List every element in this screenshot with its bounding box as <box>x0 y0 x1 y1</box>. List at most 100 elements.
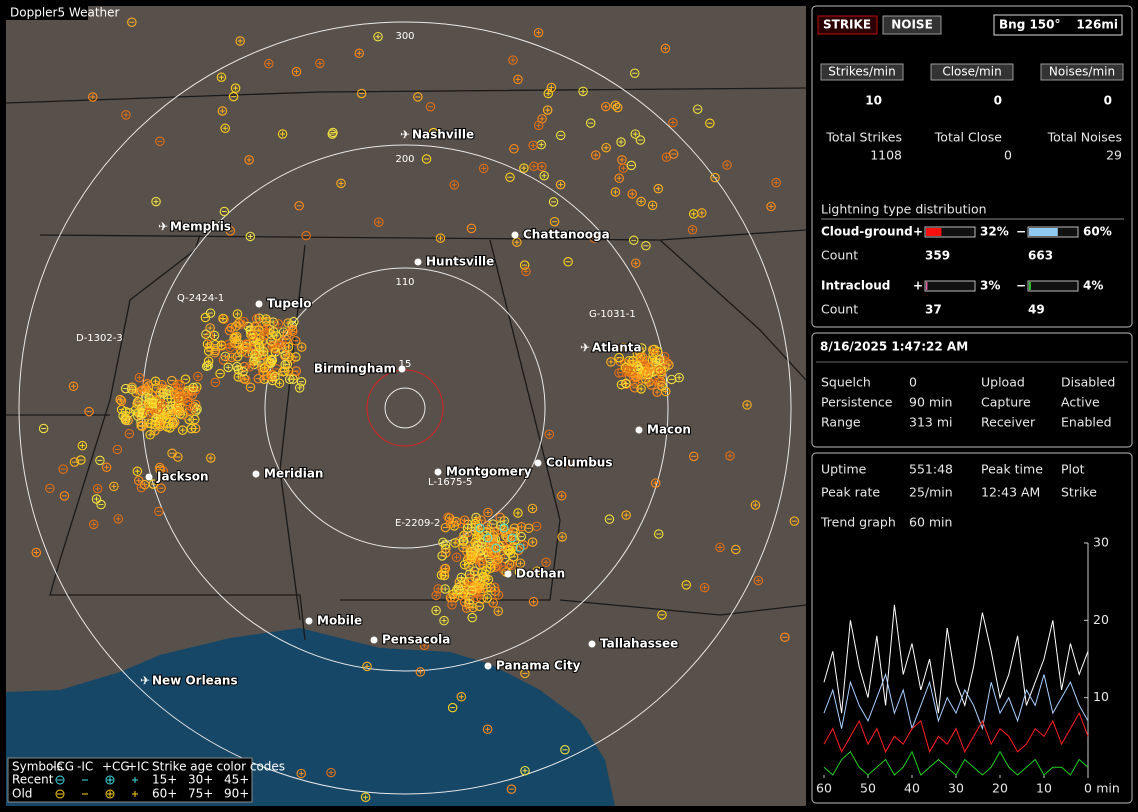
strike <box>59 491 70 501</box>
strike-sign <box>752 502 758 508</box>
strike <box>626 160 637 171</box>
city-dot <box>398 365 406 373</box>
strike <box>753 575 764 586</box>
strike <box>435 233 446 243</box>
strike <box>459 559 470 570</box>
strike-sign <box>465 525 471 531</box>
strike-sign <box>190 384 196 390</box>
strike-sign <box>247 233 253 239</box>
strike-sign <box>168 396 174 402</box>
legend-symbol <box>105 775 115 785</box>
strike-sign <box>440 539 446 545</box>
strike <box>520 668 530 679</box>
strike-sign <box>620 165 626 171</box>
strike-sign <box>657 357 663 363</box>
strike <box>184 400 195 411</box>
storm-id: L-1675-5 <box>428 477 472 488</box>
total-value: 1108 <box>870 148 902 163</box>
legend-row: Old <box>12 787 32 801</box>
y-tick-label: 20 <box>1093 612 1109 627</box>
strike-sign <box>188 426 194 432</box>
strike <box>88 92 98 102</box>
stat: Peak rate <box>821 485 880 500</box>
city-label: Macon <box>647 423 691 437</box>
strike-sign <box>225 364 231 370</box>
strike <box>537 161 547 172</box>
legend-col: -CG <box>52 760 74 774</box>
strike <box>291 66 302 77</box>
city-dot <box>414 258 422 266</box>
map-title: Doppler5 Weather <box>10 6 120 20</box>
strike <box>590 150 601 160</box>
strike <box>472 540 483 550</box>
strike-sign <box>541 173 547 179</box>
strike <box>468 602 478 613</box>
strike <box>219 314 229 325</box>
city-dot <box>370 636 378 644</box>
strike-sign <box>656 367 662 373</box>
city-dot <box>504 570 512 578</box>
strike <box>203 356 214 366</box>
sign: + <box>913 225 923 239</box>
strike <box>278 366 288 377</box>
strike <box>705 118 715 129</box>
legend-box <box>7 757 253 803</box>
strike-sign <box>485 509 491 515</box>
strike-sign <box>548 84 554 90</box>
strike <box>604 514 615 524</box>
count: 49 <box>1028 303 1045 317</box>
strike <box>482 593 492 603</box>
strike <box>132 466 143 477</box>
sign: − <box>1016 225 1026 239</box>
strike-sign <box>474 594 480 600</box>
strike <box>154 462 165 473</box>
strike-sign <box>639 354 645 360</box>
strike <box>631 372 641 383</box>
strike-sign <box>233 85 239 91</box>
strike-sign <box>717 544 723 550</box>
strike <box>636 384 646 394</box>
strike-sign <box>152 422 158 428</box>
noise-button[interactable] <box>882 15 942 35</box>
strike <box>641 240 651 251</box>
strike <box>456 692 467 702</box>
strike <box>482 724 493 735</box>
strike <box>697 208 707 218</box>
strike <box>642 368 652 378</box>
strike-sign <box>261 349 267 355</box>
rate-label: Strikes/min <box>828 65 895 79</box>
strike <box>270 347 281 357</box>
strike-sign <box>234 364 240 370</box>
strike-sign <box>232 340 238 346</box>
strike <box>121 110 131 120</box>
strike <box>215 368 225 379</box>
strike <box>231 332 241 343</box>
strike <box>203 346 214 356</box>
strike-sign <box>663 389 669 395</box>
strike <box>31 547 42 558</box>
strike <box>283 366 294 376</box>
strike <box>288 326 298 337</box>
strike-sign <box>479 570 485 576</box>
strike <box>270 371 280 382</box>
strike <box>228 91 239 102</box>
count: 359 <box>925 249 950 263</box>
strike <box>193 371 203 382</box>
strike <box>265 357 275 367</box>
strike-sign <box>483 575 489 581</box>
strike-sign <box>515 510 521 516</box>
strike-sign <box>168 411 174 417</box>
strike-button[interactable] <box>817 15 878 35</box>
strike-sign <box>654 389 660 395</box>
count-label: Count <box>821 302 858 317</box>
strike <box>45 483 55 494</box>
strike <box>699 582 710 593</box>
strike <box>166 408 176 419</box>
strike-sign <box>727 453 733 459</box>
bar-fill <box>926 228 942 236</box>
x-tick-label: 20 <box>992 781 1008 796</box>
strike <box>415 667 426 677</box>
strike-sign <box>559 534 565 540</box>
strike <box>647 200 658 211</box>
